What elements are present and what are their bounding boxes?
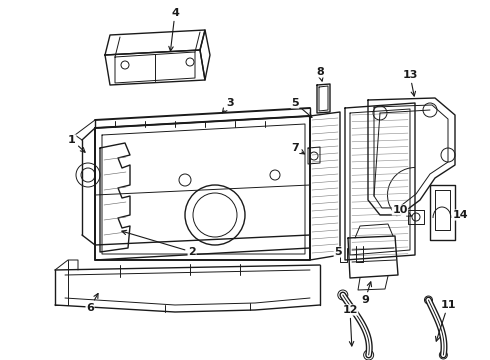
Text: 1: 1: [68, 135, 85, 152]
Text: 2: 2: [122, 230, 196, 257]
Text: 4: 4: [169, 8, 179, 51]
Text: 10: 10: [392, 205, 412, 216]
Text: 11: 11: [436, 300, 456, 341]
Text: 9: 9: [361, 282, 371, 305]
Text: 8: 8: [316, 67, 324, 81]
Text: 7: 7: [291, 143, 305, 154]
Text: 5: 5: [334, 247, 342, 257]
Text: 5: 5: [291, 98, 312, 117]
Text: 6: 6: [86, 293, 98, 313]
Text: 13: 13: [402, 70, 417, 96]
Text: 12: 12: [342, 305, 358, 346]
Text: 3: 3: [222, 98, 234, 113]
Text: 14: 14: [452, 210, 468, 220]
